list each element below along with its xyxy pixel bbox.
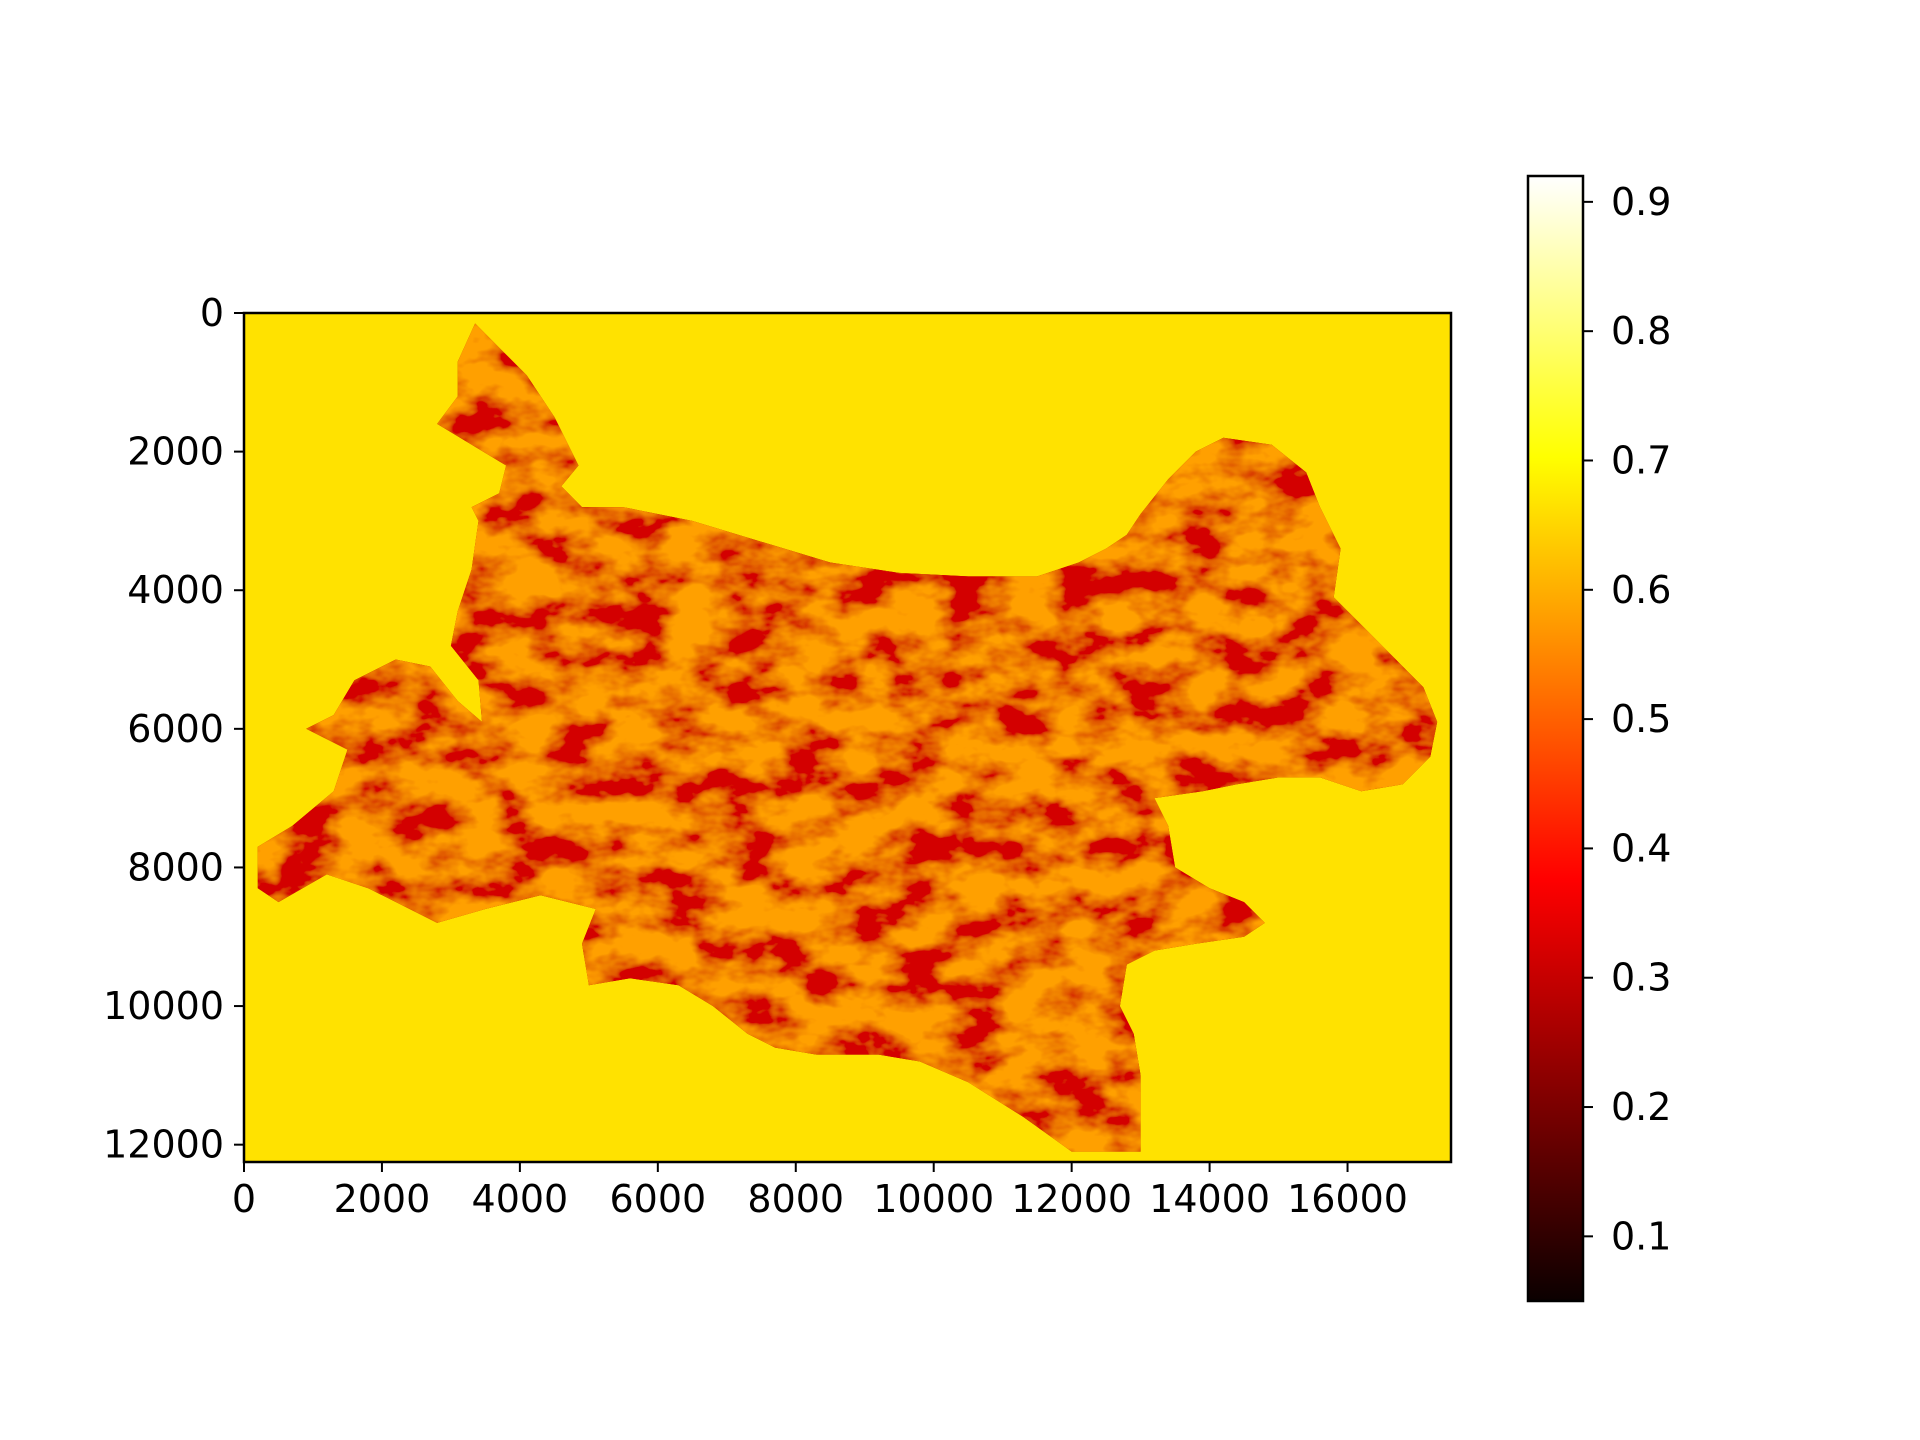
x-tick-label: 14000 xyxy=(1149,1177,1270,1221)
colorbar-tick-label: 0.2 xyxy=(1611,1085,1671,1129)
x-tick-label: 2000 xyxy=(334,1177,431,1221)
y-tick-label: 4000 xyxy=(127,568,224,612)
colorbar-tick-label: 0.1 xyxy=(1611,1214,1671,1258)
colorbar-tick-label: 0.7 xyxy=(1611,438,1671,482)
plot-frame xyxy=(242,311,1453,1164)
colorbar-tick-label: 0.3 xyxy=(1611,956,1671,1000)
y-tick-label: 6000 xyxy=(127,707,224,751)
colorbar-frame xyxy=(1526,174,1585,1303)
x-tick-label: 16000 xyxy=(1287,1177,1408,1221)
region-texture xyxy=(257,323,1438,1152)
y-tick-label: 2000 xyxy=(127,430,224,474)
y-axis: 0 2000 4000 6000 8000 10000 12000 xyxy=(103,291,244,1167)
x-tick-label: 4000 xyxy=(472,1177,569,1221)
colorbar-tick-label: 0.5 xyxy=(1611,697,1671,741)
x-axis: 0 2000 4000 6000 8000 10000 12000 14000 16000 xyxy=(232,1162,1408,1221)
colorbar-tick-label: 0.9 xyxy=(1611,180,1671,224)
y-tick-label: 0 xyxy=(200,291,224,335)
x-tick-label: 12000 xyxy=(1011,1177,1132,1221)
colorbar-tick-label: 0.4 xyxy=(1611,826,1671,870)
y-tick-label: 12000 xyxy=(103,1123,224,1167)
colorbar-ticks: 0.1 0.2 0.3 0.4 0.5 0.6 0.7 0.8 0.9 xyxy=(1583,180,1671,1258)
y-tick-label: 8000 xyxy=(127,845,224,889)
y-tick-label: 10000 xyxy=(103,984,224,1028)
x-tick-label: 0 xyxy=(232,1177,256,1221)
x-tick-label: 10000 xyxy=(873,1177,994,1221)
x-tick-label: 6000 xyxy=(609,1177,706,1221)
x-tick-label: 8000 xyxy=(747,1177,844,1221)
colorbar-tick-label: 0.8 xyxy=(1611,309,1671,353)
plot-area xyxy=(242,311,1453,1164)
colorbar: 0.1 0.2 0.3 0.4 0.5 0.6 0.7 0.8 0.9 xyxy=(1526,174,1671,1303)
colorbar-gradient xyxy=(1528,176,1583,1301)
colorbar-tick-label: 0.6 xyxy=(1611,568,1671,612)
